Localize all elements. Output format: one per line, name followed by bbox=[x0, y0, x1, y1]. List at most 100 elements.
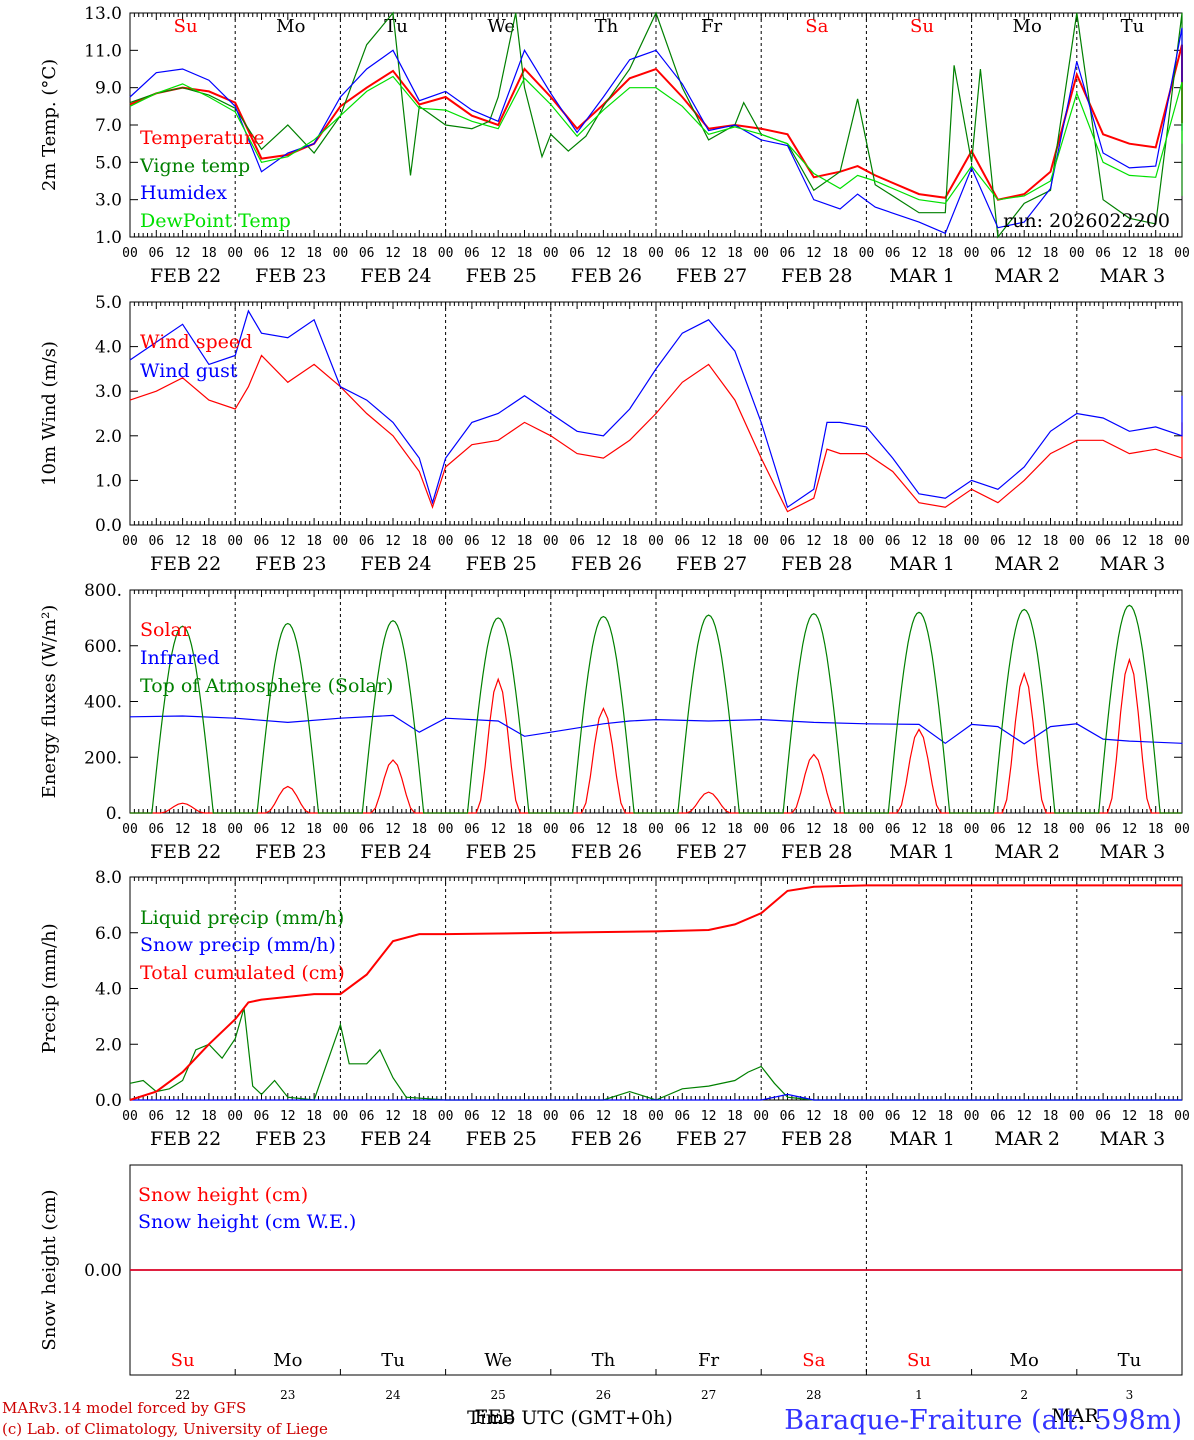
temp-hour-label: 18 bbox=[937, 246, 953, 261]
temp-hour-label: 18 bbox=[1043, 246, 1059, 261]
energy-hour-label: 18 bbox=[832, 822, 848, 837]
wind-y-tick-label: 0.0 bbox=[95, 516, 122, 536]
temp-weekday-label: Su bbox=[174, 16, 198, 37]
temp-hour-label: 06 bbox=[148, 246, 164, 261]
energy-date-label: FEB 23 bbox=[255, 841, 326, 863]
snow-y-tick-label: 0.00 bbox=[84, 1261, 122, 1281]
temp-date-label: MAR 2 bbox=[994, 265, 1060, 287]
temp-y-axis-label: 2m Temp. (°C) bbox=[39, 59, 60, 191]
snow-weekday-label: Fr bbox=[698, 1350, 719, 1371]
energy-hour-label: 18 bbox=[306, 822, 322, 837]
temp-hour-label: 12 bbox=[911, 246, 927, 261]
energy-y-tick-label: 600. bbox=[84, 637, 122, 657]
wind-hour-label: 00 bbox=[438, 534, 454, 549]
precip-hour-label: 00 bbox=[1069, 1109, 1085, 1124]
precip-hour-label: 12 bbox=[701, 1109, 717, 1124]
temp-date-label: FEB 28 bbox=[781, 265, 852, 287]
snow-weekday-label: Th bbox=[592, 1350, 616, 1371]
precip-y-tick-label: 6.0 bbox=[95, 924, 122, 944]
precip-hour-label: 06 bbox=[885, 1109, 901, 1124]
energy-date-label: FEB 25 bbox=[466, 841, 537, 863]
snow-weekday-label: Su bbox=[171, 1350, 195, 1371]
temp-hour-label: 00 bbox=[543, 246, 559, 261]
footer-model: MARv3.14 model forced by GFS bbox=[2, 1399, 246, 1417]
temp-date-label: FEB 23 bbox=[255, 265, 326, 287]
wind-hour-label: 00 bbox=[753, 534, 769, 549]
wind-hour-label: 06 bbox=[359, 534, 375, 549]
energy-hour-label: 12 bbox=[175, 822, 191, 837]
energy-hour-label: 06 bbox=[464, 822, 480, 837]
run-label: run: 2026022200 bbox=[1003, 210, 1170, 232]
temp-hour-label: 12 bbox=[490, 246, 506, 261]
wind-hour-label: 12 bbox=[911, 534, 927, 549]
legend-dewpoint: DewPoint Temp bbox=[140, 210, 291, 232]
wind-hour-label: 18 bbox=[411, 534, 427, 549]
temp-hour-label: 18 bbox=[1148, 246, 1164, 261]
temp-hour-label: 06 bbox=[569, 246, 585, 261]
wind-date-label: MAR 3 bbox=[1100, 553, 1166, 575]
temp-y-tick-label: 7.0 bbox=[95, 116, 122, 136]
temp-weekday-label: Fr bbox=[701, 16, 722, 37]
precip-y-tick-label: 0.0 bbox=[95, 1091, 122, 1111]
temp-hour-label: 06 bbox=[464, 246, 480, 261]
precip-date-label: MAR 3 bbox=[1100, 1128, 1166, 1150]
snow-day-number: 28 bbox=[806, 1388, 821, 1402]
precip-hour-label: 12 bbox=[280, 1109, 296, 1124]
precip-hour-label: 06 bbox=[254, 1109, 270, 1124]
temp-date-label: FEB 26 bbox=[571, 265, 642, 287]
temp-y-tick-label: 13.0 bbox=[84, 4, 122, 24]
temp-date-label: FEB 22 bbox=[150, 265, 221, 287]
wind-hour-label: 00 bbox=[543, 534, 559, 549]
precip-hour-label: 18 bbox=[832, 1109, 848, 1124]
precip-hour-label: 06 bbox=[674, 1109, 690, 1124]
snow-day-number: 1 bbox=[915, 1388, 923, 1402]
energy-hour-label: 18 bbox=[622, 822, 638, 837]
temp-date-label: FEB 27 bbox=[676, 265, 747, 287]
energy-hour-label: 06 bbox=[674, 822, 690, 837]
legend-wind-gust: Wind gust bbox=[140, 360, 238, 382]
temp-hour-label: 00 bbox=[227, 246, 243, 261]
energy-hour-label: 18 bbox=[201, 822, 217, 837]
energy-hour-label: 06 bbox=[990, 822, 1006, 837]
legend-snow-precip: Snow precip (mm/h) bbox=[140, 934, 336, 956]
wind-hour-label: 18 bbox=[201, 534, 217, 549]
temp-y-tick-label: 5.0 bbox=[95, 153, 122, 173]
precip-hour-label: 12 bbox=[596, 1109, 612, 1124]
footer-mar-label: MAR bbox=[1051, 1405, 1099, 1427]
snow-weekday-label: Tu bbox=[1118, 1350, 1142, 1371]
energy-hour-label: 06 bbox=[359, 822, 375, 837]
wind-hour-label: 00 bbox=[859, 534, 875, 549]
precip-hour-label: 00 bbox=[122, 1109, 138, 1124]
wind-date-label: FEB 22 bbox=[150, 553, 221, 575]
snow-day-number: 22 bbox=[175, 1388, 190, 1402]
energy-hour-label: 12 bbox=[1122, 822, 1138, 837]
wind-y-tick-label: 1.0 bbox=[95, 471, 122, 491]
energy-y-tick-label: 800. bbox=[84, 581, 122, 601]
wind-hour-label: 12 bbox=[1016, 534, 1032, 549]
legend-vigne-temp: Vigne temp bbox=[139, 155, 250, 177]
energy-hour-label: 18 bbox=[1043, 822, 1059, 837]
wind-hour-label: 06 bbox=[885, 534, 901, 549]
temp-hour-label: 00 bbox=[1174, 246, 1190, 261]
energy-hour-label: 06 bbox=[254, 822, 270, 837]
energy-hour-label: 00 bbox=[543, 822, 559, 837]
temp-hour-label: 18 bbox=[622, 246, 638, 261]
energy-hour-label: 06 bbox=[148, 822, 164, 837]
energy-date-label: MAR 3 bbox=[1100, 841, 1166, 863]
temp-weekday-label: Tu bbox=[384, 16, 408, 37]
precip-hour-label: 06 bbox=[1095, 1109, 1111, 1124]
precip-date-label: FEB 23 bbox=[255, 1128, 326, 1150]
precip-hour-label: 00 bbox=[648, 1109, 664, 1124]
energy-y-tick-label: 400. bbox=[84, 693, 122, 713]
precip-series-line bbox=[129, 884, 1182, 1101]
temp-hour-label: 18 bbox=[306, 246, 322, 261]
energy-date-label: FEB 27 bbox=[676, 841, 747, 863]
precip-hour-label: 18 bbox=[622, 1109, 638, 1124]
wind-y-tick-label: 2.0 bbox=[95, 427, 122, 447]
temp-weekday-label: We bbox=[487, 16, 515, 37]
precip-series-line bbox=[129, 1007, 1182, 1101]
snow-day-number: 26 bbox=[596, 1388, 611, 1402]
wind-date-label: FEB 28 bbox=[781, 553, 852, 575]
wind-hour-label: 00 bbox=[122, 534, 138, 549]
